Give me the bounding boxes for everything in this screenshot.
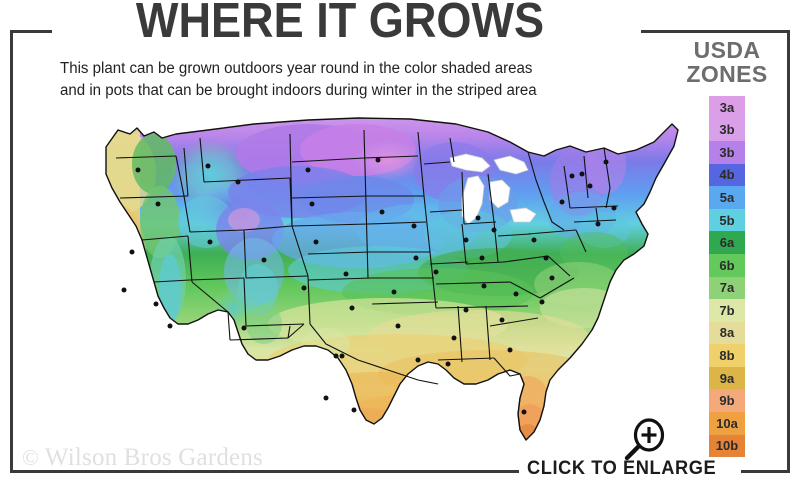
subtitle-text: This plant can be grown outdoors year ro…: [60, 58, 617, 101]
subtitle-line-2: and in pots that can be brought indoors …: [60, 81, 537, 99]
frame-top-right-segment: [641, 30, 790, 33]
legend-swatch-6a-6: 6a: [709, 231, 745, 254]
click-to-enlarge-label[interactable]: CLICK TO ENLARGE: [527, 458, 717, 479]
frame-bottom-right-segment: [741, 470, 790, 473]
map-city-dots: [121, 157, 617, 415]
usda-zones-legend: USDA ZONES 3a 3b 3b 4b 5a 5b 6a 6b 7a 7b 8a 8b 9a 9b 1…: [668, 38, 786, 458]
legend-swatch-10a-14: 10a: [709, 412, 745, 435]
legend-swatch-4b-3: 4b: [709, 163, 745, 187]
frame-top-left-segment: [10, 30, 52, 33]
watermark-text: Wilson Bros Gardens: [44, 444, 263, 471]
legend-swatch-7b-9: 7b: [709, 299, 745, 322]
watermark: © Wilson Bros Gardens: [22, 444, 263, 472]
legend-swatch-5a-4: 5a: [709, 186, 745, 209]
legend-swatch-6b-7: 6b: [709, 253, 745, 277]
frame-bottom-left-segment: [10, 470, 519, 473]
legend-title-line-1: USDA: [693, 37, 761, 63]
legend-swatch-3a-0: 3a: [709, 95, 745, 119]
legend-title-line-2: ZONES: [686, 61, 768, 88]
great-lakes: [449, 153, 537, 225]
legend-swatch-10b-15: 10b: [709, 434, 745, 458]
copyright-symbol: ©: [22, 445, 39, 470]
frame-right-segment: [787, 30, 790, 473]
legend-swatch-7a-8: 7a: [709, 276, 745, 300]
legend-swatch-9b-13: 9b: [709, 389, 745, 413]
usda-hardiness-zone-map[interactable]: [58, 112, 688, 442]
subtitle-line-1: This plant can be grown outdoors year ro…: [60, 60, 533, 77]
legend-title: USDA ZONES: [668, 38, 786, 87]
frame-left-segment: [10, 30, 13, 473]
page-title: WHERE IT GROWS: [135, 0, 545, 48]
state-boundaries: [105, 117, 679, 441]
magnifier-plus-icon[interactable]: [616, 417, 672, 463]
legend-swatch-8b-11: 8b: [709, 344, 745, 367]
legend-swatch-5b-5: 5b: [709, 208, 745, 232]
legend-swatch-8a-10: 8a: [709, 321, 745, 345]
legend-swatch-9a-12: 9a: [709, 366, 745, 390]
legend-swatch-3b-2: 3b: [709, 140, 745, 164]
legend-swatch-list: 3a 3b 3b 4b 5a 5b 6a 6b 7a 7b 8a 8b 9a 9b 10a 10b: [668, 95, 786, 458]
legend-swatch-3b-1: 3b: [709, 118, 745, 141]
